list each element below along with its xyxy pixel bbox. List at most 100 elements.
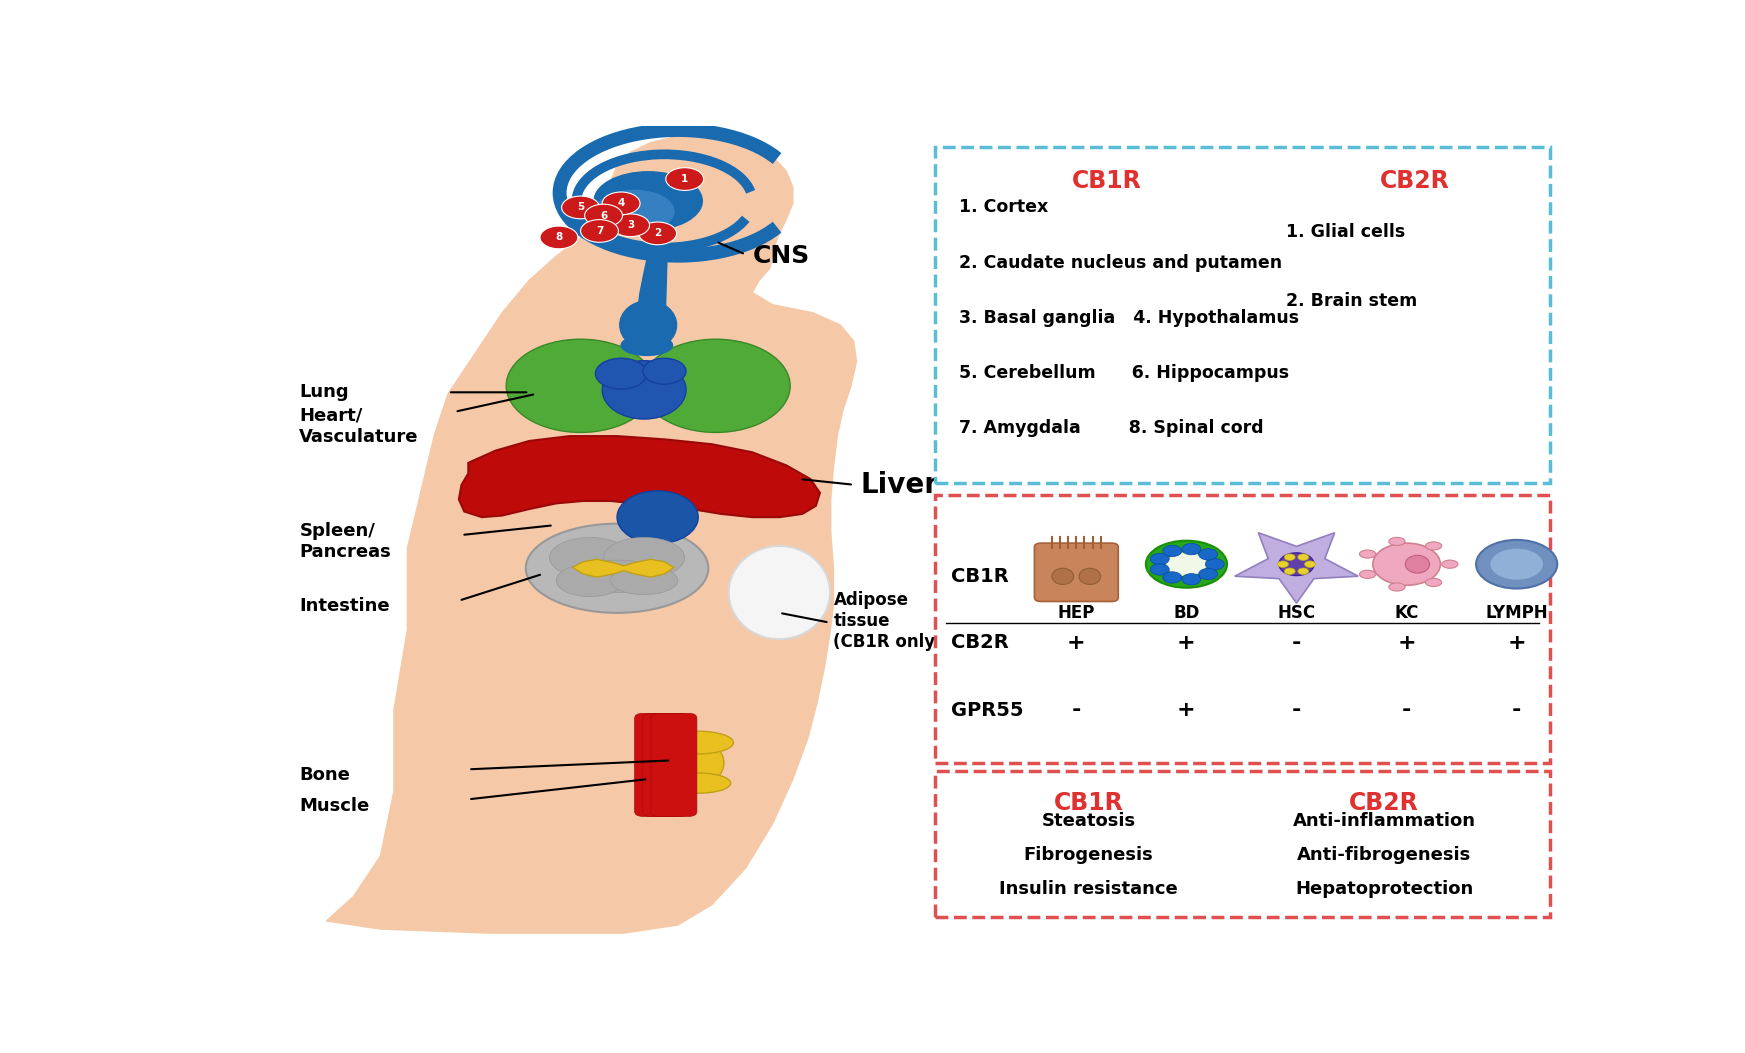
Circle shape (667, 167, 703, 191)
Ellipse shape (1146, 540, 1227, 588)
Ellipse shape (1359, 571, 1375, 578)
Text: CB1R: CB1R (1054, 791, 1124, 815)
Text: Insulin resistance: Insulin resistance (1000, 880, 1178, 898)
Text: 2. Caudate nucleus and putamen: 2. Caudate nucleus and putamen (960, 254, 1283, 272)
Text: Muscle: Muscle (300, 797, 370, 815)
Text: Fibrogenesis: Fibrogenesis (1024, 847, 1153, 865)
Text: +: + (1288, 567, 1305, 587)
Text: 1. Glial cells: 1. Glial cells (1286, 223, 1405, 241)
FancyBboxPatch shape (642, 713, 689, 816)
Ellipse shape (1373, 543, 1440, 585)
FancyBboxPatch shape (935, 771, 1550, 917)
Text: CNS: CNS (752, 244, 810, 269)
Text: -: - (1291, 633, 1302, 653)
Text: -: - (1401, 567, 1412, 587)
Ellipse shape (1389, 583, 1405, 591)
Ellipse shape (621, 335, 672, 356)
Circle shape (1162, 572, 1181, 583)
Circle shape (1284, 568, 1295, 575)
Ellipse shape (569, 560, 665, 593)
Text: Lung: Lung (300, 383, 349, 401)
Circle shape (1181, 574, 1201, 585)
Circle shape (639, 222, 677, 244)
Circle shape (1150, 563, 1169, 575)
Text: 7. Amygdala        8. Spinal cord: 7. Amygdala 8. Spinal cord (960, 419, 1263, 437)
Ellipse shape (619, 301, 677, 350)
Ellipse shape (611, 567, 679, 595)
Text: LYMPH: LYMPH (1485, 603, 1548, 622)
Ellipse shape (642, 358, 686, 384)
Text: CB1R: CB1R (951, 567, 1009, 585)
Circle shape (1490, 548, 1544, 580)
Ellipse shape (595, 358, 647, 389)
Ellipse shape (604, 537, 684, 578)
Text: Hepatoprotection: Hepatoprotection (1295, 880, 1473, 898)
Text: HSC: HSC (1277, 603, 1316, 622)
Circle shape (1206, 558, 1225, 570)
Text: CB2R: CB2R (1349, 791, 1419, 815)
Text: 8: 8 (555, 233, 562, 242)
Text: 4: 4 (618, 198, 625, 208)
Text: Anti-inflammation: Anti-inflammation (1293, 812, 1476, 830)
Text: +: + (1178, 700, 1195, 720)
Ellipse shape (1426, 578, 1441, 587)
Ellipse shape (1279, 553, 1314, 576)
Ellipse shape (1052, 569, 1073, 584)
Circle shape (1199, 549, 1218, 560)
Ellipse shape (1166, 553, 1208, 576)
Ellipse shape (667, 773, 731, 793)
Ellipse shape (663, 731, 733, 754)
Text: CB2R: CB2R (1380, 170, 1450, 194)
Text: -: - (1071, 700, 1082, 720)
Ellipse shape (1078, 569, 1101, 584)
Text: +: + (1066, 633, 1085, 653)
Polygon shape (459, 436, 820, 517)
Circle shape (1162, 545, 1181, 557)
Text: -: - (1401, 700, 1412, 720)
Text: HEP: HEP (1057, 603, 1096, 622)
Text: +: + (1066, 567, 1085, 587)
Text: Liver: Liver (860, 471, 939, 499)
Ellipse shape (506, 339, 654, 433)
Text: 7: 7 (595, 226, 604, 236)
Text: 2. Brain stem: 2. Brain stem (1286, 292, 1417, 310)
Circle shape (1476, 540, 1557, 589)
Text: Steatosis: Steatosis (1042, 812, 1136, 830)
Text: 3: 3 (626, 220, 633, 231)
Ellipse shape (1389, 537, 1405, 545)
Ellipse shape (550, 537, 630, 578)
Ellipse shape (1405, 555, 1429, 573)
Text: 2: 2 (654, 229, 661, 238)
Polygon shape (630, 254, 667, 345)
Circle shape (1284, 554, 1295, 560)
Ellipse shape (1359, 550, 1375, 558)
Ellipse shape (525, 523, 708, 613)
Circle shape (1298, 568, 1309, 575)
Ellipse shape (618, 491, 698, 543)
Circle shape (602, 192, 640, 215)
Text: Spleen/
Pancreas: Spleen/ Pancreas (300, 522, 391, 561)
Text: Adipose
tissue
(CB1R only): Adipose tissue (CB1R only) (834, 591, 942, 651)
Text: 3. Basal ganglia   4. Hypothalamus: 3. Basal ganglia 4. Hypothalamus (960, 309, 1300, 326)
Text: +: + (1178, 633, 1195, 653)
Ellipse shape (729, 545, 831, 639)
Circle shape (585, 204, 623, 226)
Circle shape (1150, 553, 1169, 564)
Ellipse shape (557, 564, 625, 597)
Circle shape (539, 226, 578, 249)
Text: -: - (1511, 567, 1522, 587)
Text: 6: 6 (600, 211, 607, 220)
Circle shape (562, 196, 600, 219)
Text: BD: BD (1173, 603, 1199, 622)
Ellipse shape (672, 740, 724, 786)
Ellipse shape (1441, 560, 1459, 569)
Circle shape (581, 220, 618, 242)
Circle shape (1305, 561, 1316, 568)
Text: 5: 5 (578, 202, 585, 213)
FancyBboxPatch shape (1035, 543, 1119, 601)
Polygon shape (326, 135, 857, 933)
Ellipse shape (1426, 542, 1441, 550)
FancyBboxPatch shape (635, 713, 681, 816)
Ellipse shape (642, 339, 790, 433)
Text: CB2R: CB2R (951, 633, 1009, 653)
